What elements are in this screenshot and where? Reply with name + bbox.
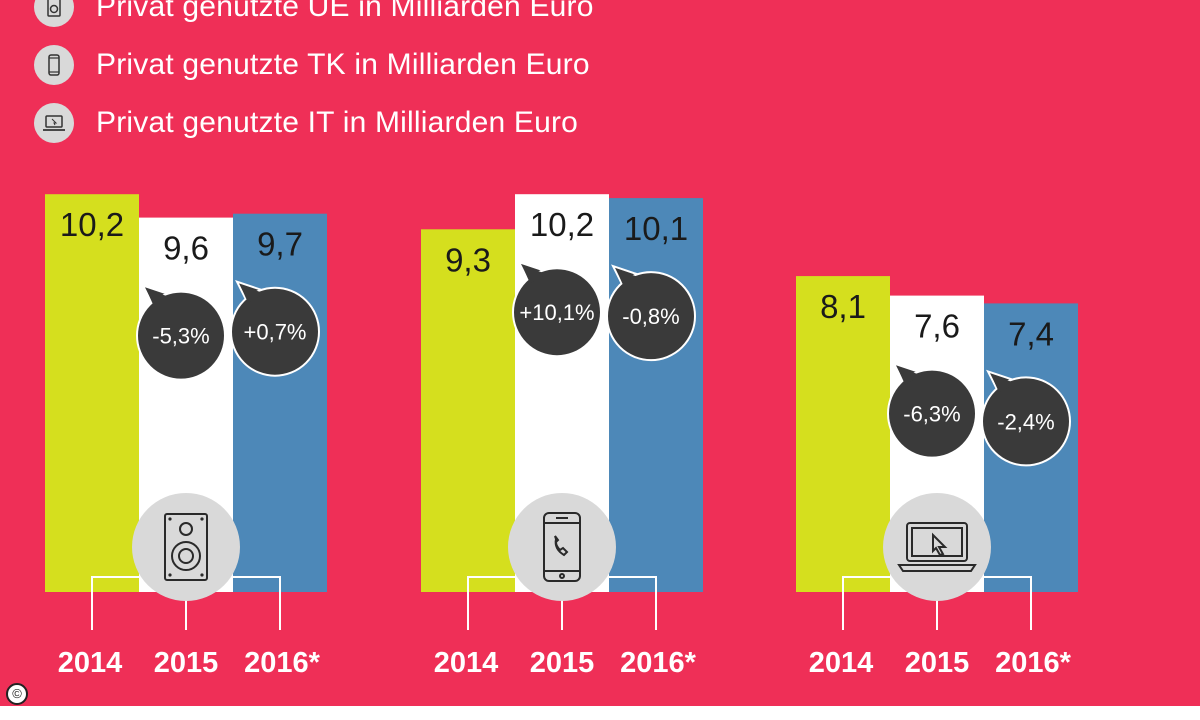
speaker-tweeter: [179, 522, 193, 536]
change-bubble: -0,8%: [606, 264, 696, 362]
laptop-cursor: [932, 532, 948, 557]
legend-item-ue: Privat genutzte UE in Milliarden Euro: [34, 0, 594, 36]
change-bubble: -2,4%: [981, 369, 1071, 467]
value-label: 9,7: [257, 226, 303, 263]
value-label: 7,4: [1008, 315, 1054, 352]
copyright-icon: ©: [6, 683, 28, 705]
smartphone-icon: [543, 512, 581, 582]
year-label: 2016*: [244, 647, 321, 679]
bar-2014: [421, 229, 515, 593]
bubble-circle: [230, 286, 320, 377]
laptop-base: [897, 564, 977, 572]
phone-button: [559, 573, 565, 579]
footer-strip: [0, 706, 1200, 720]
year-label: 2014: [58, 647, 123, 679]
laptop-screen: [906, 522, 968, 562]
laptop-icon: [897, 522, 977, 572]
chart-group-tk: 9,3 10,2 10,1 +10,1% -0,8% 2014 2015 2016*: [421, 194, 703, 679]
change-bubble: +0,7%: [230, 279, 320, 377]
bubble-tail-fill: [897, 366, 922, 385]
change-bubble: -6,3%: [887, 361, 977, 459]
legend: Privat genutzte UE in Milliarden Euro Pr…: [34, 0, 594, 152]
value-label: 9,6: [163, 230, 209, 267]
laptop-icon: [34, 103, 74, 143]
year-label: 2016*: [620, 647, 697, 679]
speaker-woofer-inner: [178, 548, 194, 564]
speaker-screw: [168, 573, 172, 577]
value-label: 10,2: [60, 206, 124, 243]
bubble-tail-fill: [616, 269, 641, 288]
change-label: -6,3%: [903, 402, 960, 427]
change-label: +10,1%: [519, 300, 594, 325]
speaker-icon: [164, 513, 208, 581]
value-label: 10,2: [530, 206, 594, 243]
change-label: -5,3%: [152, 324, 209, 349]
legend-item-it: Privat genutzte IT in Milliarden Euro: [34, 94, 594, 152]
change-label: -0,8%: [622, 304, 679, 329]
change-bubble: +10,1%: [512, 260, 602, 358]
laptop-display: [911, 527, 963, 557]
phone-handset: [554, 535, 569, 557]
year-label: 2014: [809, 647, 874, 679]
legend-label: Privat genutzte UE in Milliarden Euro: [96, 0, 594, 23]
bubble-tail-fill: [146, 288, 171, 307]
legend-item-tk: Privat genutzte TK in Milliarden Euro: [34, 36, 594, 94]
icon-circle: [508, 493, 616, 601]
bar-2014: [45, 194, 139, 592]
speaker-woofer: [171, 541, 201, 571]
year-label: 2016*: [995, 647, 1072, 679]
year-label: 2015: [530, 647, 595, 679]
chart-group-it: 8,1 7,6 7,4 -6,3% -2,4% 2014 2015 2016*: [796, 276, 1078, 679]
chart-group-ue: 10,2 9,6 9,7 -5,3% +0,7% 2014 2015 2016*: [45, 194, 327, 679]
change-label: -2,4%: [997, 409, 1054, 434]
bubble-tail-fill: [991, 374, 1016, 393]
speaker-body: [164, 513, 208, 581]
speaker-screw: [200, 573, 204, 577]
value-label: 7,6: [914, 308, 960, 345]
phone-body: [543, 512, 581, 582]
bar-2016*: [609, 198, 703, 592]
change-bubble: -5,3%: [136, 283, 226, 381]
value-label: 10,1: [624, 210, 688, 247]
bubble-circle: [136, 290, 226, 381]
bar-2016*: [233, 213, 327, 592]
bar-2014: [796, 276, 890, 592]
change-label: +0,7%: [244, 320, 307, 345]
bubble-tail-fill: [240, 284, 265, 303]
bubble-circle: [981, 376, 1071, 467]
bubble-circle: [887, 368, 977, 459]
legend-label: Privat genutzte IT in Milliarden Euro: [96, 106, 579, 139]
smartphone-icon: [34, 45, 74, 85]
year-label: 2015: [154, 647, 219, 679]
year-label: 2014: [434, 647, 499, 679]
speaker-screw: [168, 517, 172, 521]
value-label: 9,3: [445, 241, 491, 278]
icon-circle: [132, 493, 240, 601]
speaker-screw: [200, 517, 204, 521]
bubble-circle: [512, 267, 602, 358]
speaker-icon: [34, 0, 74, 27]
bubble-circle: [606, 271, 696, 362]
bubble-tail-fill: [522, 265, 547, 284]
value-label: 8,1: [820, 288, 866, 325]
legend-label: Privat genutzte TK in Milliarden Euro: [96, 48, 590, 81]
icon-circle: [883, 493, 991, 601]
year-label: 2015: [905, 647, 970, 679]
